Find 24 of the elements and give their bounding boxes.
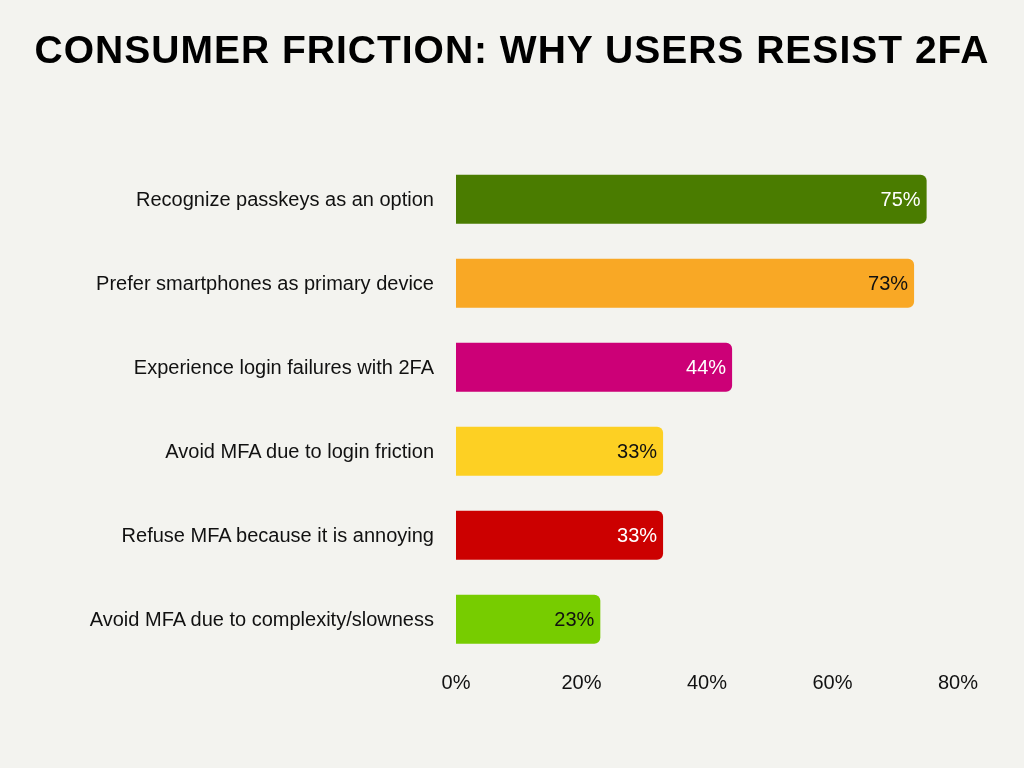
y-tick-label: Avoid MFA due to complexity/slowness <box>89 608 434 631</box>
bar <box>456 594 601 644</box>
x-tick-label: 20% <box>561 671 602 694</box>
x-tick-label: 40% <box>686 671 728 694</box>
bar <box>456 342 733 392</box>
data-label: 73% <box>868 272 909 295</box>
bar <box>456 258 915 308</box>
y-tick-label: Refuse MFA because it is annoying <box>121 524 434 547</box>
bar <box>456 426 664 476</box>
y-tick-label: Avoid MFA due to login friction <box>165 440 434 463</box>
x-tick-label: 0% <box>441 671 471 694</box>
y-tick-label: Experience login failures with 2FA <box>133 356 435 379</box>
x-tick-label: 80% <box>937 671 979 694</box>
bar <box>456 174 927 224</box>
bar <box>456 510 664 560</box>
data-label: 23% <box>554 608 595 631</box>
data-label: 44% <box>686 356 727 379</box>
data-label: 33% <box>617 440 658 463</box>
x-tick-label: 60% <box>812 671 853 694</box>
data-label: 75% <box>880 188 921 211</box>
chart-title: CONSUMER FRICTION: WHY USERS RESIST 2FA <box>33 27 991 73</box>
data-label: 33% <box>617 524 658 547</box>
y-tick-label: Prefer smartphones as primary device <box>96 272 434 295</box>
y-tick-label: Recognize passkeys as an option <box>136 188 434 211</box>
